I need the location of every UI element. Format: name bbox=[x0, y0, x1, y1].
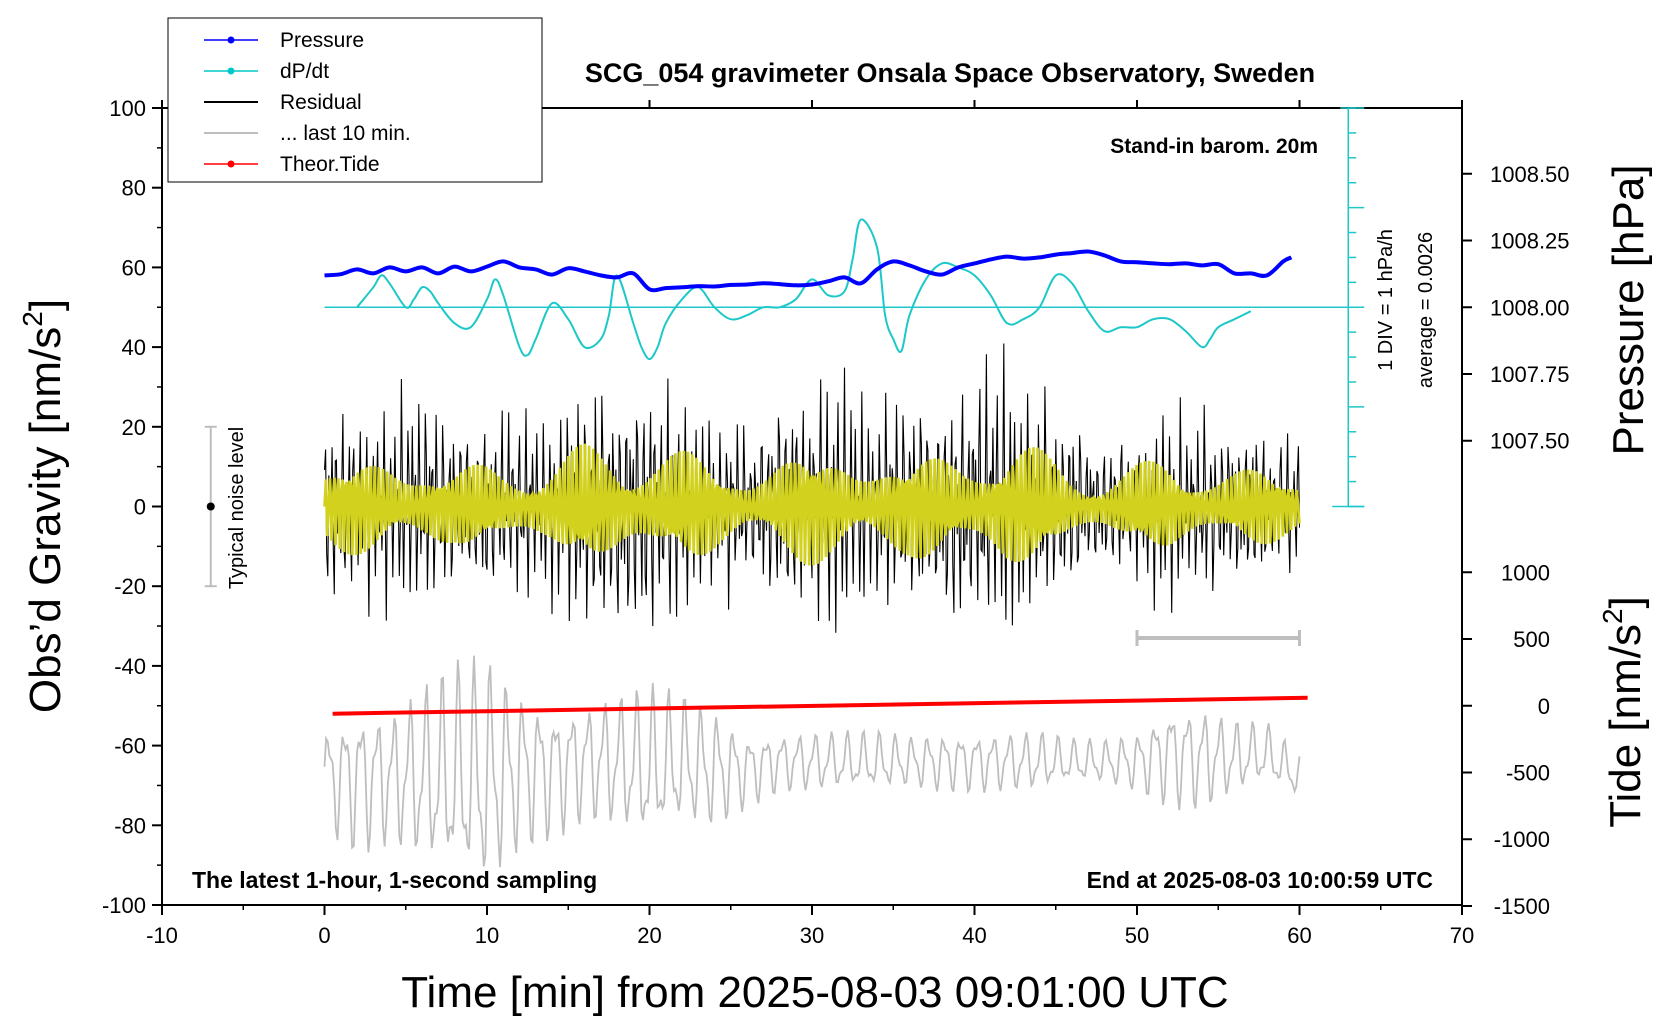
y-axis-title-left: Obs’d Gravity [nm/s2] bbox=[17, 299, 70, 713]
tide-tick-label: 1000 bbox=[1501, 560, 1550, 585]
average-label: average = 0.0026 bbox=[1415, 232, 1437, 388]
x-tick-label: 70 bbox=[1450, 923, 1474, 948]
x-tick-label: 10 bbox=[475, 923, 499, 948]
labels-layer: -10 0 10 20 30 40 50 60 70-100-80-60-40-20020406… bbox=[102, 96, 1570, 948]
y-tick-label: 40 bbox=[122, 335, 146, 360]
tide-tick-label: -500 bbox=[1506, 760, 1550, 785]
x-tick-label: 60 bbox=[1287, 923, 1311, 948]
y-tick-label: 0 bbox=[134, 495, 146, 520]
tide-tick-label: 0 bbox=[1538, 694, 1550, 719]
legend-label-4: Theor.Tide bbox=[280, 153, 380, 176]
x-axis-title: Time [min] from 2025-08-03 09:01:00 UTC bbox=[401, 968, 1228, 1017]
y-left-sup: 2 bbox=[17, 311, 48, 327]
y-tide-base: Tide [nm/s bbox=[1601, 624, 1650, 828]
scale-label: 1 DIV = 1 hPa/h bbox=[1375, 229, 1397, 371]
noise-center-dot bbox=[206, 502, 215, 511]
y-tick-label: -80 bbox=[114, 813, 146, 838]
pressure-tick-label: 1008.25 bbox=[1490, 229, 1570, 254]
pressure-line bbox=[324, 249, 1293, 293]
y-left-close: ] bbox=[21, 299, 70, 311]
tide-tick-label: -1000 bbox=[1494, 827, 1550, 852]
y-tick-label: -60 bbox=[114, 734, 146, 759]
legend-items: Pressure dP/dt Residual ... last 10 min. The… bbox=[204, 29, 411, 176]
x-tick-label: 20 bbox=[637, 923, 661, 948]
y-axis-title-tide: Tide [nm/s2] bbox=[1597, 596, 1650, 828]
tide-line bbox=[332, 695, 1308, 716]
end-label: End at 2025-08-03 10:00:59 UTC bbox=[1087, 867, 1433, 893]
pressure-tick-label: 1007.50 bbox=[1490, 429, 1570, 454]
chart-title: SCG_054 gravimeter Onsala Space Observat… bbox=[585, 58, 1315, 88]
y-tick-label: -40 bbox=[114, 654, 146, 679]
x-tick-label: 50 bbox=[1125, 923, 1149, 948]
pressure-tick-label: 1008.00 bbox=[1490, 295, 1570, 320]
y-tick-label: -100 bbox=[102, 893, 146, 918]
y-axis-title-pressure: Pressure [hPa] bbox=[1604, 164, 1653, 455]
legend-dot-1 bbox=[227, 67, 235, 75]
series-layer bbox=[204, 107, 1365, 868]
tide-tick-label: -1500 bbox=[1494, 894, 1550, 919]
x-tick-label: 40 bbox=[962, 923, 986, 948]
y-tide-close: ] bbox=[1601, 596, 1650, 608]
axis-ticks bbox=[152, 100, 1472, 915]
y-tick-label: 100 bbox=[109, 96, 146, 121]
latest-label: The latest 1-hour, 1-second sampling bbox=[192, 867, 597, 893]
y-tide-sup: 2 bbox=[1597, 608, 1628, 624]
smoothed-residual-line bbox=[323, 443, 1301, 566]
last10-line bbox=[323, 655, 1301, 868]
dpdt-line bbox=[356, 218, 1252, 361]
pressure-tick-label: 1008.50 bbox=[1490, 162, 1570, 187]
legend-dot-0 bbox=[227, 36, 235, 44]
x-tick-label: 0 bbox=[318, 923, 330, 948]
residual-line bbox=[323, 343, 1301, 633]
y-tick-label: -20 bbox=[114, 574, 146, 599]
pressure-tick-label: 1007.75 bbox=[1490, 362, 1570, 387]
y-tick-label: 20 bbox=[122, 415, 146, 440]
legend-label-0: Pressure bbox=[280, 29, 364, 52]
y-tick-label: 60 bbox=[122, 255, 146, 280]
barometer-label: Stand-in barom. 20m bbox=[1110, 135, 1318, 158]
legend: Pressure dP/dt Residual ... last 10 min. The… bbox=[167, 17, 543, 183]
x-tick-label: 30 bbox=[800, 923, 824, 948]
noise-label: Typical noise level bbox=[226, 427, 248, 589]
legend-label-1: dP/dt bbox=[280, 60, 329, 83]
legend-label-3: ... last 10 min. bbox=[280, 122, 411, 145]
y-left-base: Obs’d Gravity [nm/s bbox=[21, 327, 70, 713]
x-tick-label: -10 bbox=[146, 923, 178, 948]
y-tick-label: 80 bbox=[122, 176, 146, 201]
legend-dot-4 bbox=[227, 160, 235, 168]
tide-tick-label: 500 bbox=[1513, 627, 1550, 652]
legend-label-2: Residual bbox=[280, 91, 362, 114]
legend-box bbox=[167, 17, 543, 183]
